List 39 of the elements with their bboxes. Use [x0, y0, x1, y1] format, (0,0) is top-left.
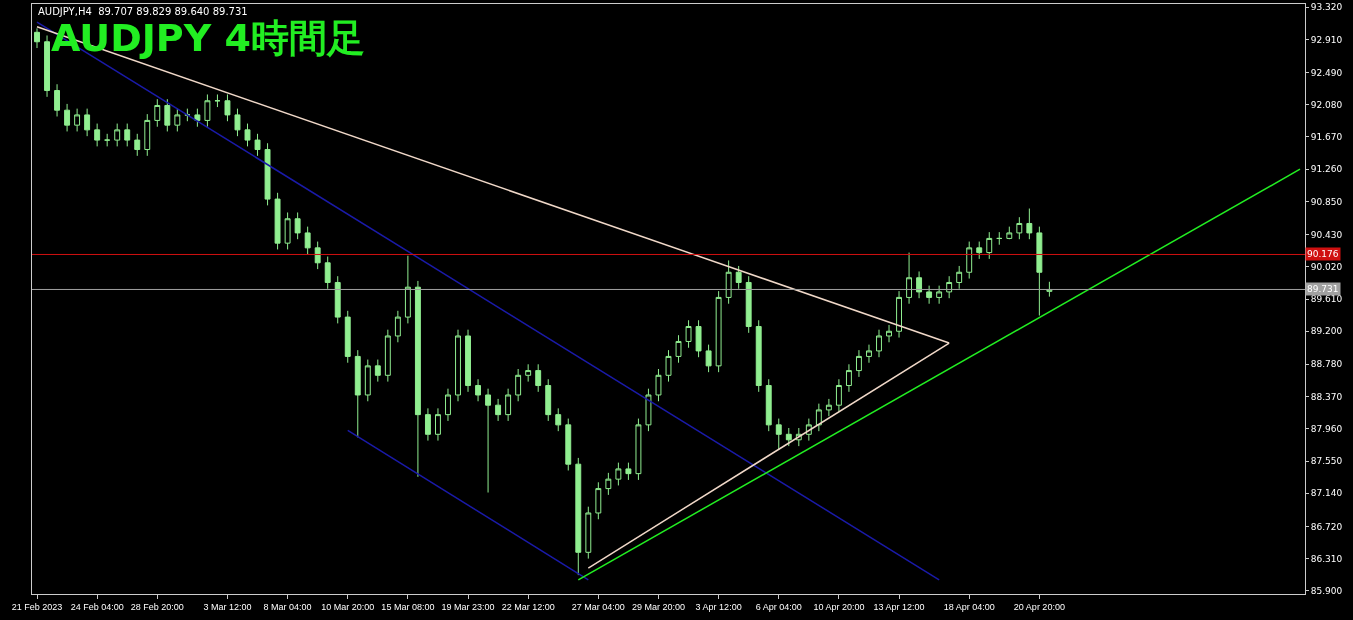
x-tick-label: 24 Feb 04:00: [70, 601, 124, 612]
x-tick-label: 21 Feb 2023: [11, 601, 63, 612]
x-tick-label: 20 Apr 20:00: [1013, 601, 1065, 612]
x-tick-label: 28 Feb 20:00: [130, 601, 184, 612]
y-tick-label: 87.550: [1310, 456, 1343, 467]
y-tick-label: 92.080: [1310, 99, 1343, 110]
ref-line-label: 90.176: [1307, 249, 1339, 259]
y-tick-label: 89.200: [1310, 326, 1343, 337]
y-tick-label: 85.900: [1310, 586, 1343, 596]
y-tick-label: 90.430: [1310, 229, 1343, 240]
x-tick-label: 29 Mar 20:00: [631, 601, 685, 612]
y-tick-label: 91.260: [1310, 164, 1343, 175]
ref-line-label: 89.731: [1307, 284, 1339, 294]
y-tick-label: 91.670: [1310, 132, 1343, 143]
annotation: AUDJPY,H4 89.707 89.829 89.640 89.731: [38, 6, 248, 17]
y-tick-label: 88.780: [1310, 359, 1343, 370]
y-tick-label: 92.910: [1310, 34, 1343, 45]
y-tick-label: 87.140: [1310, 488, 1343, 499]
x-tick-label: 27 Mar 04:00: [571, 601, 625, 612]
y-tick-label: 89.610: [1310, 294, 1343, 305]
y-tick-label: 93.320: [1310, 2, 1343, 13]
y-tick-label: 90.020: [1310, 261, 1343, 272]
y-tick-label: 92.490: [1310, 67, 1343, 78]
y-tick-label: 87.960: [1310, 423, 1343, 434]
x-tick-label: 8 Mar 04:00: [263, 601, 312, 612]
x-tick-label: 10 Apr 20:00: [813, 601, 865, 612]
x-tick-label: 3 Mar 12:00: [203, 601, 252, 612]
x-tick-label: 18 Apr 04:00: [943, 601, 995, 612]
y-tick-label: 88.370: [1310, 391, 1343, 402]
y-tick-label: 86.310: [1310, 553, 1343, 564]
x-tick-label: 6 Apr 04:00: [755, 601, 802, 612]
x-tick-label: 10 Mar 20:00: [321, 601, 375, 612]
x-tick-label: 3 Apr 12:00: [695, 601, 742, 612]
y-tick-label: 90.850: [1310, 196, 1343, 207]
x-tick-label: 13 Apr 12:00: [873, 601, 925, 612]
y-tick-label: 86.720: [1310, 521, 1343, 532]
x-tick-label: 22 Mar 12:00: [501, 601, 555, 612]
x-tick-label: 15 Mar 08:00: [381, 601, 435, 612]
x-tick-label: 19 Mar 23:00: [441, 601, 495, 612]
